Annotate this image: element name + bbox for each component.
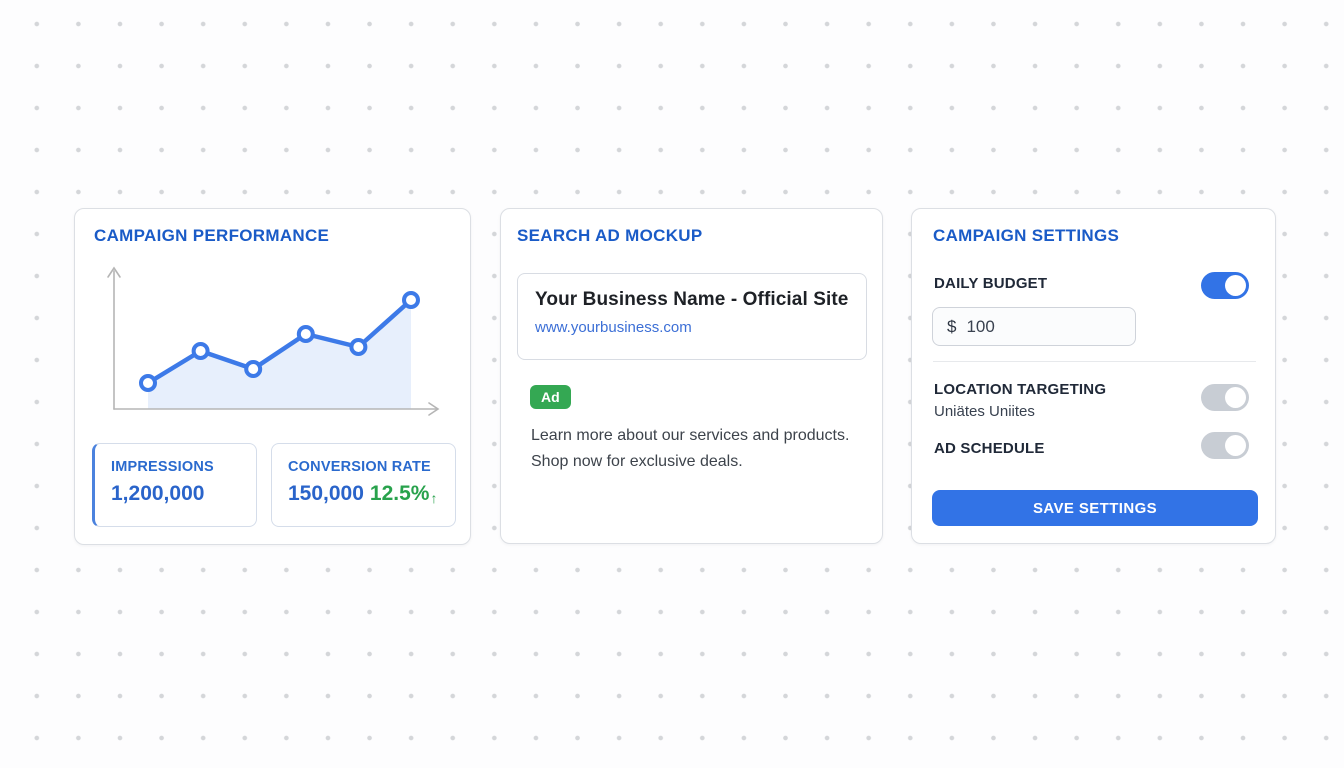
toggle-knob bbox=[1225, 435, 1246, 456]
campaign-performance-card: CAMPAIGN PERFORMANCE IMPRESSIONS 1,200,0… bbox=[74, 208, 471, 545]
ad-badge: Ad bbox=[530, 385, 571, 409]
chart-point bbox=[244, 360, 263, 378]
chart-area-fill bbox=[148, 300, 411, 409]
campaign-settings-title: CAMPAIGN SETTINGS bbox=[933, 226, 1120, 245]
chart-line bbox=[145, 297, 414, 386]
conversion-rate-label: CONVERSION RATE bbox=[288, 459, 431, 475]
daily-budget-label: DAILY BUDGET bbox=[934, 275, 1048, 292]
chart-point bbox=[349, 338, 368, 356]
impressions-stat-box: IMPRESSIONS 1,200,000 bbox=[92, 443, 257, 527]
toggle-knob bbox=[1225, 275, 1246, 296]
chart-point bbox=[296, 325, 315, 343]
chart-point bbox=[402, 291, 420, 309]
ad-description: Learn more about our services and produc… bbox=[531, 427, 850, 470]
location-targeting-toggle[interactable] bbox=[1201, 384, 1249, 411]
toggle-knob bbox=[1225, 387, 1246, 408]
ad-schedule-toggle[interactable] bbox=[1201, 432, 1249, 459]
ad-headline: Your Business Name - Official Site bbox=[535, 289, 849, 310]
daily-budget-input[interactable] bbox=[966, 316, 1107, 337]
campaign-settings-card: CAMPAIGN SETTINGS DAILY BUDGET $ LOCATIO… bbox=[911, 208, 1276, 544]
search-ad-mockup-title: SEARCH AD MOCKUP bbox=[517, 226, 703, 245]
conversion-delta: 12.5% bbox=[369, 482, 430, 505]
chart-axes bbox=[107, 266, 440, 416]
x-axis-arrow-icon bbox=[428, 402, 440, 416]
settings-divider bbox=[933, 361, 1256, 362]
chart-points bbox=[139, 291, 420, 392]
chart-point bbox=[191, 342, 210, 360]
location-targeting-label: LOCATION TARGETING bbox=[934, 381, 1107, 398]
daily-budget-field[interactable]: $ bbox=[932, 307, 1136, 346]
ad-preview-box: Your Business Name - Official Site www.y… bbox=[517, 273, 867, 360]
save-settings-button[interactable]: SAVE SETTINGS bbox=[932, 490, 1258, 526]
ad-display-url: www.yourbusiness.com bbox=[535, 319, 692, 336]
currency-symbol: $ bbox=[947, 316, 957, 336]
trend-up-icon: ↑ bbox=[430, 490, 438, 506]
daily-budget-toggle[interactable] bbox=[1201, 272, 1249, 299]
impressions-value: 1,200,000 bbox=[111, 482, 205, 505]
chart-point bbox=[139, 374, 157, 392]
conversion-rate-value: 150,000 12.5%↑ bbox=[288, 482, 438, 506]
impressions-label: IMPRESSIONS bbox=[111, 459, 214, 475]
y-axis-arrow-icon bbox=[107, 266, 121, 278]
search-ad-mockup-card: SEARCH AD MOCKUP Your Business Name - Of… bbox=[500, 208, 883, 544]
campaign-performance-title: CAMPAIGN PERFORMANCE bbox=[94, 226, 330, 245]
location-targeting-value: Uniätes Uniites bbox=[934, 403, 1035, 420]
conversion-rate-stat-box: CONVERSION RATE 150,000 12.5%↑ bbox=[271, 443, 456, 527]
performance-chart bbox=[107, 266, 440, 416]
ad-schedule-label: AD SCHEDULE bbox=[934, 440, 1045, 457]
